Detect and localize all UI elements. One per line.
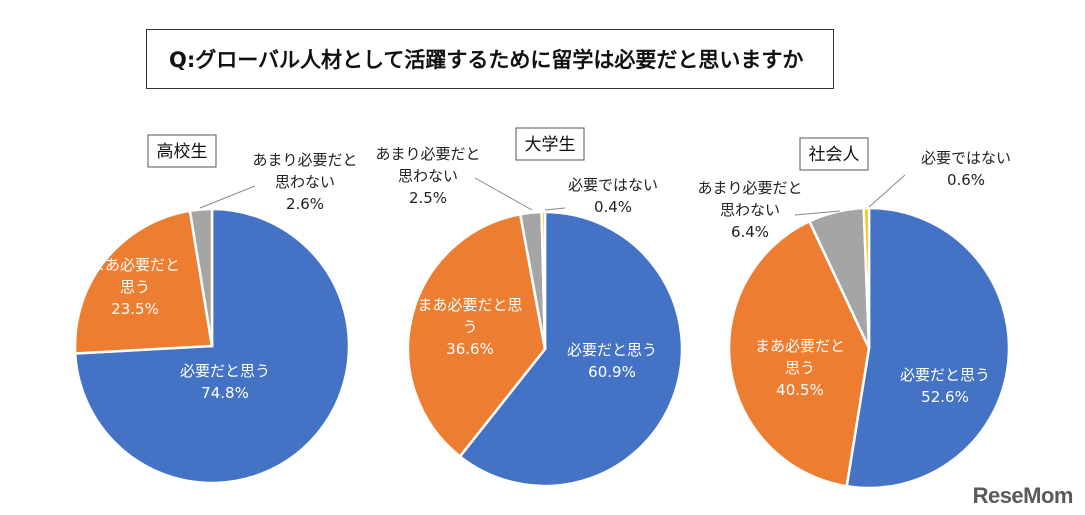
slice-label: 必要だと思う 60.9% [567, 341, 657, 381]
slice-label-line: 23.5% [111, 300, 159, 318]
slice-label-line: 必要ではない [921, 149, 1011, 167]
slice-label: 必要だと思う 52.6% [900, 366, 990, 406]
group-label-box: 社会人 [799, 137, 869, 171]
slice-label-line: 0.4% [594, 198, 632, 216]
slice-label-line: まあ必要だと思 [417, 296, 522, 314]
pie-slice [406, 212, 547, 459]
slice-label: 必要ではない 0.4% [568, 176, 658, 216]
pie-slice [845, 206, 1011, 490]
slice-label-line: 思う [120, 278, 150, 296]
slice-label-line: 必要だと思う [180, 362, 270, 380]
slice-label: あまり必要だと思わない 6.4% [697, 179, 802, 241]
slice-label: まあ必要だと思う 36.6% [417, 296, 522, 358]
slice-label-line: 思う [785, 359, 815, 377]
slice-label-line: 36.6% [446, 340, 494, 358]
slice-label: まあ必要だと思う 40.5% [755, 337, 845, 399]
slice-label-line: 必要だと思う [567, 341, 657, 359]
pie-slice [458, 210, 684, 488]
slice-label-line: 思わない [275, 173, 335, 191]
leader-line [544, 207, 566, 211]
resemom-logo: ReseMom [972, 483, 1074, 508]
slice-label-line: 思わない [398, 167, 458, 185]
slice-label: あまり必要だと思わない 2.5% [375, 145, 480, 207]
slice-label-line: 思わない [720, 201, 780, 219]
slice-label-line: あまり必要だと [697, 179, 802, 197]
leader-line [474, 177, 533, 211]
slice-label-line: 必要だと思う [900, 366, 990, 384]
slice-label-line: あまり必要だと [252, 151, 357, 169]
slice-label: まあ必要だと思う 23.5% [90, 256, 180, 318]
slice-label: あまり必要だと思わない 2.6% [252, 151, 357, 213]
pie-slice [727, 219, 871, 488]
slice-label-line: 0.6% [947, 171, 985, 189]
chart-title: Q:グローバル人材として活躍するために留学は必要だと思いますか [146, 29, 834, 89]
slice-label: 必要だと思う 74.8% [180, 362, 270, 402]
leader-line [794, 210, 841, 216]
group-label: 社会人 [809, 145, 860, 165]
leader-line [199, 185, 256, 209]
slice-label: 必要ではない 0.6% [921, 149, 1011, 189]
slice-label-line: あまり必要だと [375, 145, 480, 163]
pie-slice [540, 210, 547, 350]
slice-label-line: 必要ではない [568, 176, 658, 194]
group-label: 高校生 [157, 142, 208, 162]
slice-label-line: う [462, 318, 477, 336]
pie-slice [73, 209, 214, 355]
slice-label-line: まあ必要だと [90, 256, 180, 274]
slice-label-line: 2.6% [286, 195, 324, 213]
pie-slice [188, 207, 214, 347]
slice-label-line: 2.5% [409, 189, 447, 207]
pie-slice [862, 206, 871, 349]
slice-label-line: 60.9% [588, 363, 636, 381]
slice-label-line: 52.6% [921, 388, 969, 406]
group-label: 大学生 [525, 135, 576, 155]
leader-line [868, 174, 906, 208]
slice-label-line: まあ必要だと [755, 337, 845, 355]
slice-label-line: 6.4% [731, 223, 769, 241]
group-label-box: 高校生 [147, 134, 217, 168]
slice-label-line: 74.8% [201, 384, 249, 402]
slice-label-line: 40.5% [776, 381, 824, 399]
group-label-box: 大学生 [515, 127, 585, 161]
